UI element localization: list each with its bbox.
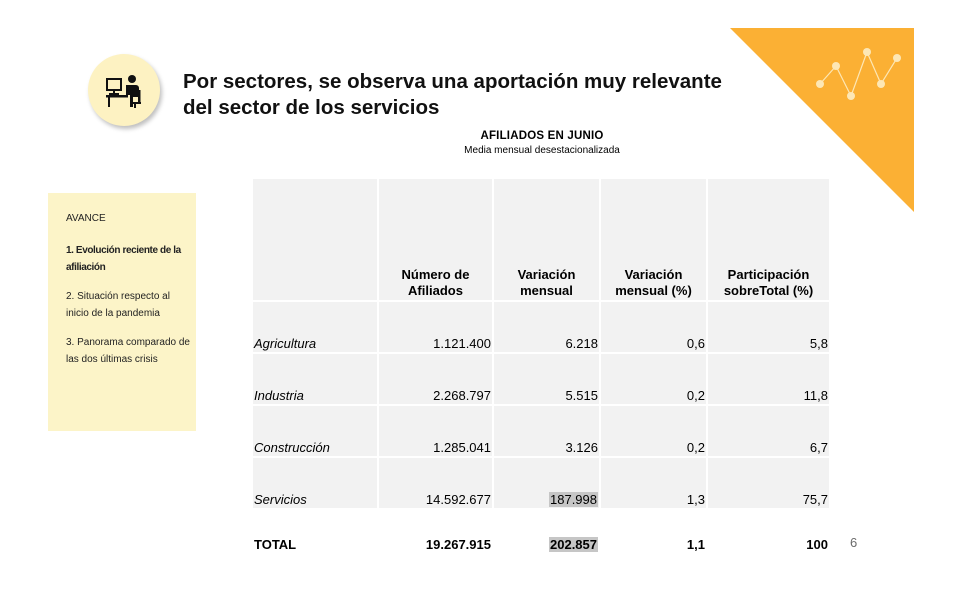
cell-total-variacion: 202.857 [493, 508, 601, 553]
cell-afiliados: 1.121.400 [378, 300, 494, 353]
cell-variacion: 6.218 [493, 300, 601, 353]
cell-variacion-pct: 0,2 [600, 404, 708, 457]
header-sector [253, 179, 379, 301]
sidebar-item-panorama[interactable]: 3. Panorama comparado de las dos últimas… [66, 337, 190, 365]
header-afiliados: Número de Afiliados [378, 179, 494, 301]
cell-participacion: 5,8 [707, 300, 831, 353]
cell-variacion: 5.515 [493, 352, 601, 405]
table-row: Industria 2.268.797 5.515 0,2 11,8 [253, 352, 831, 405]
table-subtitle: Media mensual desestacionalizada [464, 145, 620, 156]
afiliados-table: Número de Afiliados Variación mensual Va… [253, 179, 831, 553]
header-variacion-pct: Variación mensual (%) [600, 179, 708, 301]
table-row: Agricultura 1.121.400 6.218 0,6 5,8 [253, 300, 831, 353]
cell-participacion: 75,7 [707, 456, 831, 509]
person-at-computer-icon [106, 75, 141, 108]
cell-afiliados: 14.592.677 [378, 456, 494, 509]
cell-total-afiliados: 19.267.915 [378, 508, 494, 553]
header-variacion: Variación mensual [493, 179, 601, 301]
page-title: Por sectores, se observa una aportación … [183, 70, 722, 119]
cell-variacion-pct: 1,3 [600, 456, 708, 509]
cell-afiliados: 2.268.797 [378, 352, 494, 405]
cell-total-variacion-pct: 1,1 [600, 508, 708, 553]
cell-variacion-pct: 0,2 [600, 352, 708, 405]
cell-total-participacion: 100 [707, 508, 831, 553]
cell-sector: Industria [253, 352, 379, 405]
header-icon-badge [88, 54, 160, 126]
line-chart-icon [819, 50, 898, 98]
table-caption: AFILIADOS EN JUNIO Media mensual desesta… [254, 130, 830, 156]
table-title: AFILIADOS EN JUNIO [480, 130, 604, 142]
page-number: 6 [850, 535, 858, 550]
cell-sector: Agricultura [253, 300, 379, 353]
sidebar-header: AVANCE [66, 213, 106, 224]
table-header-row: Número de Afiliados Variación mensual Va… [253, 179, 831, 301]
cell-variacion: 3.126 [493, 404, 601, 457]
cell-afiliados: 1.285.041 [378, 404, 494, 457]
sidebar-agenda: AVANCE 1. Evolución reciente de la afili… [48, 193, 196, 431]
highlighted-value: 187.998 [549, 492, 598, 507]
cell-variacion: 187.998 [493, 456, 601, 509]
header-participacion: Participación sobreTotal (%) [707, 179, 831, 301]
table-total-row: TOTAL 19.267.915 202.857 1,1 100 [253, 508, 831, 553]
cell-sector: Construcción [253, 404, 379, 457]
sidebar-item-situacion[interactable]: 2. Situación respecto al inicio de la pa… [66, 291, 170, 319]
cell-sector: Servicios [253, 456, 379, 509]
cell-participacion: 6,7 [707, 404, 831, 457]
cell-variacion-pct: 0,6 [600, 300, 708, 353]
table-row: Construcción 1.285.041 3.126 0,2 6,7 [253, 404, 831, 457]
cell-total-label: TOTAL [253, 508, 379, 553]
table-row: Servicios 14.592.677 187.998 1,3 75,7 [253, 456, 831, 509]
cell-participacion: 11,8 [707, 352, 831, 405]
sidebar-item-evolucion[interactable]: 1. Evolución reciente de la afiliación [66, 245, 181, 273]
highlighted-value: 202.857 [549, 537, 598, 552]
